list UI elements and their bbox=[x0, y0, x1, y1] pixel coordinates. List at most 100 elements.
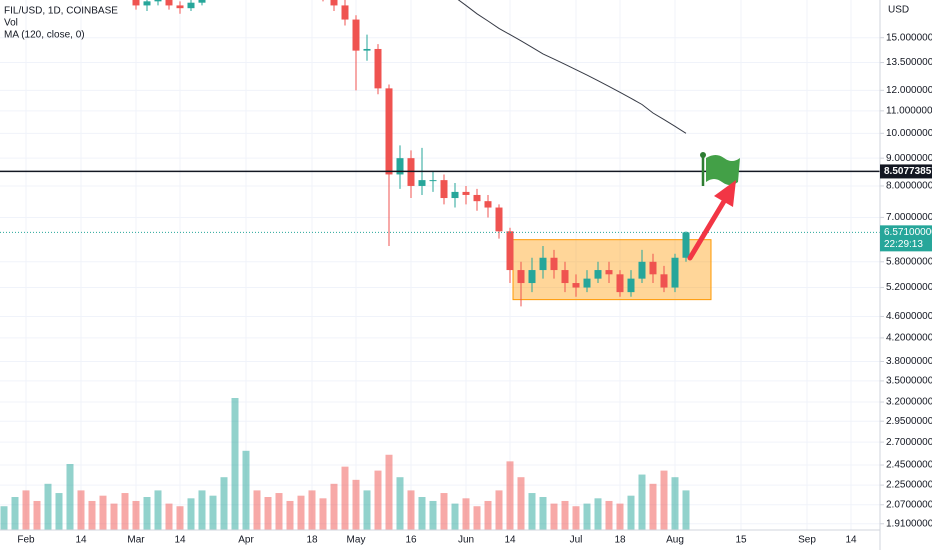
volume-bar bbox=[187, 498, 195, 530]
candle-body bbox=[539, 257, 547, 271]
candle-body bbox=[462, 191, 470, 195]
candle-body bbox=[616, 274, 624, 293]
candle-body bbox=[385, 88, 393, 175]
volume-bar bbox=[44, 483, 52, 530]
x-tick-label: Apr bbox=[238, 535, 254, 546]
x-tick-label: May bbox=[347, 535, 366, 546]
x-tick-label: Jul bbox=[570, 535, 583, 546]
volume-bar bbox=[528, 493, 536, 530]
flag bbox=[700, 152, 740, 186]
candle-body bbox=[671, 257, 679, 288]
volume-bar bbox=[198, 490, 206, 530]
x-tick-label: 15 bbox=[735, 535, 747, 546]
volume-bar bbox=[638, 474, 646, 530]
volume-bar bbox=[594, 498, 602, 530]
volume-bar bbox=[308, 490, 316, 530]
volume-bar bbox=[572, 506, 580, 530]
candle-body bbox=[440, 180, 448, 199]
overlay-layer bbox=[0, 0, 880, 233]
volume-bar bbox=[330, 483, 338, 530]
volume-layer bbox=[0, 398, 690, 530]
candle-body bbox=[176, 5, 184, 9]
volume-bar bbox=[682, 490, 690, 530]
volume-bar bbox=[473, 506, 481, 530]
volume-bar bbox=[583, 503, 591, 530]
candle-body bbox=[165, 0, 173, 6]
volume-bar bbox=[165, 503, 173, 530]
x-tick-label: 18 bbox=[614, 535, 626, 546]
volume-bar bbox=[22, 490, 30, 530]
y-tick-label: 3.20000000 bbox=[886, 397, 932, 408]
candle-body bbox=[627, 278, 635, 293]
y-tick-label: 2.25000000 bbox=[886, 480, 932, 491]
candle-body bbox=[143, 1, 151, 6]
volume-bar bbox=[352, 479, 360, 530]
volume-bar bbox=[627, 495, 635, 530]
volume-bar bbox=[176, 506, 184, 530]
volume-bar bbox=[517, 477, 525, 530]
y-tick-label: 4.20000000 bbox=[886, 333, 932, 344]
volume-bar bbox=[429, 500, 437, 530]
countdown-label: 22:29:13 bbox=[884, 239, 923, 250]
grid bbox=[0, 0, 880, 530]
volume-bar bbox=[660, 470, 668, 530]
candle-body bbox=[649, 261, 657, 275]
x-tick-label: Sep bbox=[798, 535, 816, 546]
volume-bar bbox=[495, 490, 503, 530]
last-price-label: 6.57100000 bbox=[884, 227, 932, 238]
x-tick-label: Feb bbox=[17, 535, 35, 546]
volume-bar bbox=[220, 477, 228, 530]
volume-bar bbox=[539, 497, 547, 530]
volume-bar bbox=[462, 498, 470, 530]
candle-body bbox=[506, 231, 514, 271]
volume-bar bbox=[671, 477, 679, 530]
candle-body bbox=[396, 158, 404, 175]
y-tick-label: 11.00000000 bbox=[886, 105, 932, 116]
candle-body bbox=[330, 0, 338, 6]
volume-bar bbox=[275, 493, 283, 530]
volume-bar bbox=[110, 503, 118, 530]
last-price-bg bbox=[880, 225, 932, 252]
y-tick-label: 15.00000000 bbox=[886, 32, 932, 43]
volume-bar bbox=[297, 495, 305, 530]
candle-body bbox=[429, 180, 437, 182]
price-label: 8.50773857 bbox=[884, 166, 932, 177]
volume-bar bbox=[407, 490, 415, 530]
volume-bar bbox=[319, 498, 327, 530]
candle-body bbox=[132, 0, 140, 6]
volume-bar bbox=[374, 470, 382, 530]
volume-bar bbox=[143, 497, 151, 530]
volume-bar bbox=[649, 483, 657, 530]
volume-bar bbox=[132, 500, 140, 530]
axis-layer: 15.00000000 13.50000000 12.00000000 11.0000… bbox=[17, 32, 932, 546]
volume-bar bbox=[341, 466, 349, 530]
candle-body bbox=[341, 5, 349, 20]
x-tick-label: 18 bbox=[306, 535, 318, 546]
volume-bar bbox=[209, 495, 217, 530]
ma-line bbox=[457, 0, 687, 134]
y-tick-label: 2.07000000 bbox=[886, 499, 932, 510]
indicator-label: MA (120, close, 0) bbox=[4, 30, 85, 41]
volume-bar bbox=[231, 398, 239, 530]
y-tick-label: 13.50000000 bbox=[886, 57, 932, 68]
candle-body bbox=[451, 191, 459, 199]
volume-bar bbox=[66, 464, 74, 530]
volume-bar bbox=[11, 497, 19, 530]
volume-bar bbox=[264, 497, 272, 530]
y-tick-label: 2.70000000 bbox=[886, 437, 932, 448]
volume-bar bbox=[55, 493, 63, 530]
candle-body bbox=[517, 270, 525, 284]
candle-body bbox=[594, 270, 602, 279]
candle-body bbox=[363, 48, 371, 51]
y-tick-label: 2.45000000 bbox=[886, 460, 932, 471]
y-tick-label: 3.50000000 bbox=[886, 376, 932, 387]
volume-bar bbox=[286, 500, 294, 530]
x-tick-label: 14 bbox=[174, 535, 186, 546]
candle-body bbox=[484, 201, 492, 208]
candle-body bbox=[187, 2, 195, 9]
volume-bar bbox=[33, 500, 41, 530]
candle-body bbox=[550, 257, 558, 271]
y-tick-label: 5.20000000 bbox=[886, 282, 932, 293]
volume-bar bbox=[550, 503, 558, 530]
chart-title: FIL/USD, 1D, COINBASE bbox=[4, 6, 118, 17]
